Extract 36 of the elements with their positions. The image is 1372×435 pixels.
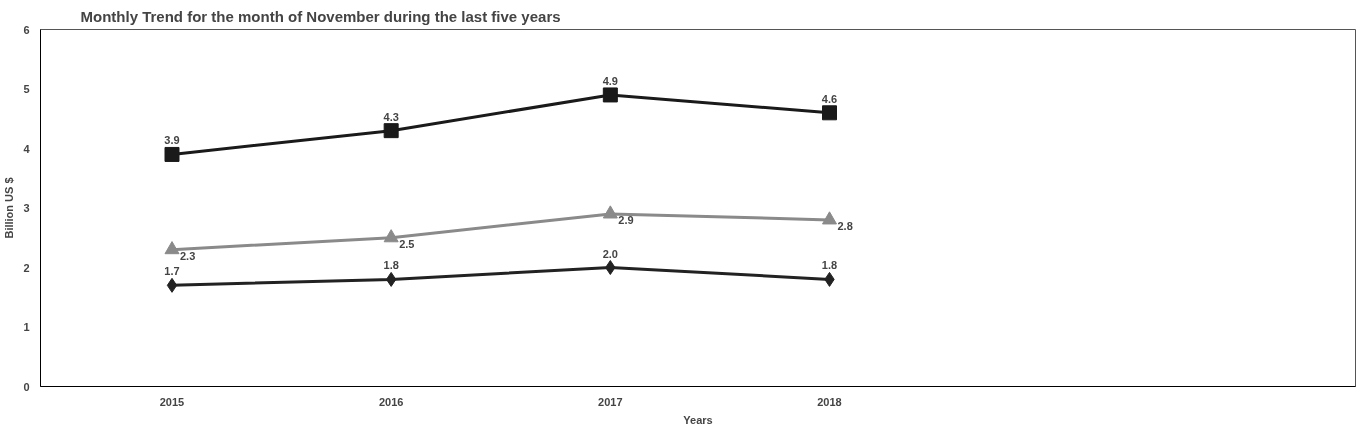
data-label: 1.8 — [821, 259, 838, 272]
point — [822, 211, 837, 225]
point — [602, 87, 618, 103]
point — [164, 241, 180, 255]
point — [605, 260, 616, 275]
data-label: 2.5 — [399, 237, 415, 250]
chart-title: Monthly Trend for the month of November during the last five years — [80, 7, 561, 25]
y-tick-label: 2 — [23, 261, 30, 274]
data-label: 2.9 — [618, 213, 634, 226]
y-tick-label: 0 — [23, 380, 30, 393]
data-label: 4.3 — [383, 110, 399, 123]
y-tick-label: 6 — [23, 23, 30, 36]
y-tick-label: 4 — [23, 142, 31, 155]
y-axis-title: Billion US $ — [3, 177, 16, 239]
y-tick-label: 3 — [23, 202, 30, 214]
point — [822, 105, 837, 121]
x-tick-label: 2016 — [378, 395, 404, 408]
data-label: 1.7 — [164, 265, 180, 278]
data-label: 2.8 — [837, 219, 853, 232]
data-label: 1.8 — [383, 259, 399, 272]
x-axis-title: Years — [683, 413, 713, 426]
data-label: 3.9 — [164, 134, 180, 147]
data-label: 4.6 — [821, 92, 838, 105]
x-tick-label: 2015 — [159, 395, 185, 408]
x-tick-label: 2017 — [598, 395, 623, 408]
data-label: 4.9 — [602, 74, 618, 87]
point — [602, 205, 618, 219]
y-tick-label: 5 — [23, 83, 30, 95]
y-tick-label: 1 — [23, 321, 30, 333]
data-label: 2.3 — [180, 249, 196, 262]
point — [166, 277, 178, 293]
point — [383, 123, 399, 139]
point — [164, 146, 180, 162]
data-label: 2.0 — [602, 247, 618, 260]
point — [383, 229, 399, 243]
x-tick-label: 2018 — [817, 395, 842, 408]
